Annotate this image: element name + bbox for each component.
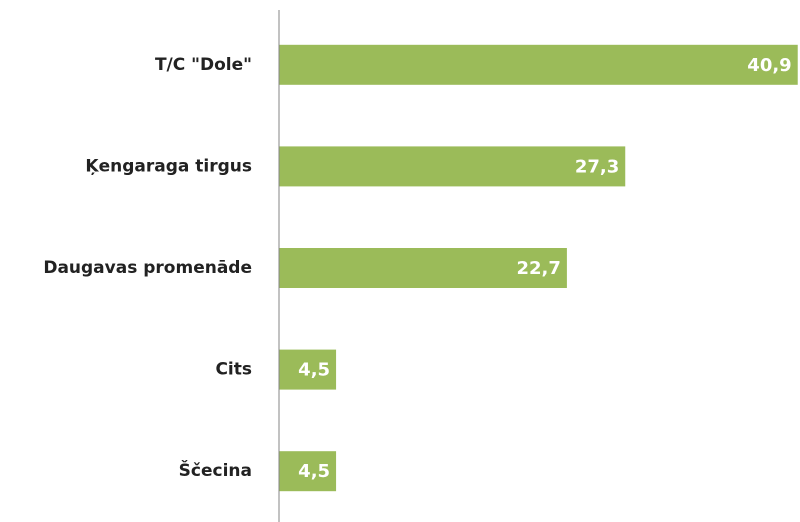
data-label: 22,7	[516, 258, 560, 279]
bar	[279, 248, 567, 288]
data-label: 27,3	[575, 156, 619, 177]
data-label: 4,5	[298, 461, 330, 482]
bar	[279, 44, 798, 85]
category-label: T/C "Dole"	[155, 55, 252, 75]
category-label: Ķengaraga tirgus	[85, 156, 252, 176]
category-label: Daugavas promenāde	[43, 258, 252, 278]
bar	[279, 349, 337, 390]
category-label: Cits	[215, 360, 252, 380]
data-label: 40,9	[747, 55, 791, 76]
category-label: Ščecina	[179, 459, 252, 481]
bar	[279, 451, 337, 492]
bar	[279, 146, 626, 187]
data-label: 4,5	[298, 360, 330, 381]
